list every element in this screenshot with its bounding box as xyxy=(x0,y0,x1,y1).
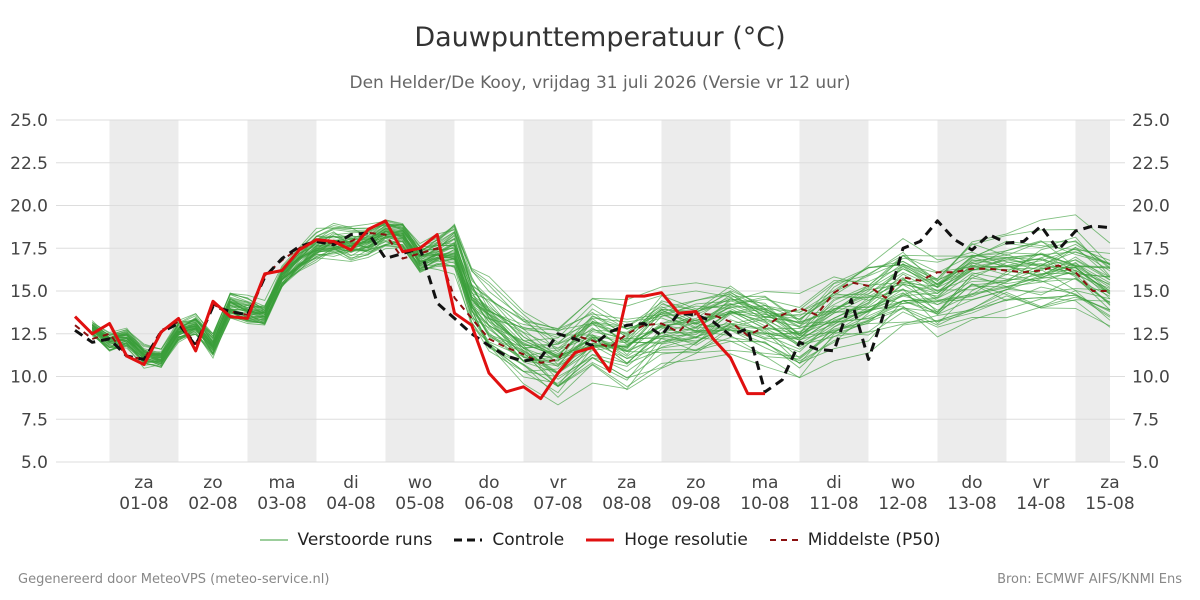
footer-generated-by: Gegenereerd door MeteoVPS (meteo-service… xyxy=(18,572,330,587)
x-tick-date: 02-08 xyxy=(188,494,237,514)
x-tick-date: 03-08 xyxy=(257,494,306,514)
x-tick-date: 11-08 xyxy=(809,494,858,514)
y-tick-label-left: 15.0 xyxy=(10,282,48,302)
ensemble-run-line xyxy=(91,236,1111,367)
x-tick-date: 06-08 xyxy=(464,494,513,514)
x-tick-day: ma xyxy=(268,473,295,493)
ensemble-run-line xyxy=(91,223,1111,356)
x-tick-date: 08-08 xyxy=(602,494,651,514)
chart-title: Dauwpunttemperatuur (°C) xyxy=(414,22,786,53)
x-tick-date: 04-08 xyxy=(326,494,375,514)
y-tick-label-left: 7.5 xyxy=(21,410,48,430)
legend-item-perturbed: Verstoorde runs xyxy=(259,530,433,550)
y-tick-label-left: 17.5 xyxy=(10,239,48,259)
x-tick-day: wo xyxy=(408,473,432,493)
y-tick-label-left: 22.5 xyxy=(10,154,48,174)
legend-label-control: Controle xyxy=(492,530,565,550)
chart-subtitle: Den Helder/De Kooy, vrijdag 31 juli 2026… xyxy=(349,73,851,93)
x-tick-day: di xyxy=(826,473,842,493)
x-tick-date: 10-08 xyxy=(740,494,789,514)
ensemble-run-line xyxy=(91,237,1111,406)
y-tick-label-right: 12.5 xyxy=(1132,325,1170,345)
x-tick-date: 01-08 xyxy=(119,494,168,514)
y-tick-label-right: 10.0 xyxy=(1132,368,1170,388)
x-tick-date: 12-08 xyxy=(878,494,927,514)
legend-swatch-perturbed xyxy=(259,539,288,541)
ensemble-run-line xyxy=(91,240,1111,388)
footer-source: Bron: ECMWF AIFS/KNMI Ens xyxy=(997,572,1182,587)
legend-swatch-median xyxy=(769,539,798,541)
x-tick-day: do xyxy=(478,473,499,493)
ensemble-run-line xyxy=(91,237,1111,387)
x-tick-day: zo xyxy=(686,473,705,493)
control-line xyxy=(74,219,1111,394)
legend-item-control: Controle xyxy=(454,530,564,550)
y-tick-label-left: 12.5 xyxy=(10,325,48,345)
main-lines xyxy=(73,219,1111,401)
y-tick-label-right: 22.5 xyxy=(1132,154,1170,174)
x-tick-date: 14-08 xyxy=(1016,494,1065,514)
legend-label-median: Middelste (P50) xyxy=(807,530,941,550)
y-tick-label-right: 7.5 xyxy=(1132,410,1159,430)
legend-swatch-control xyxy=(454,538,483,542)
legend-label-perturbed: Verstoorde runs xyxy=(297,530,433,550)
y-tick-label-right: 15.0 xyxy=(1132,282,1170,302)
x-tick-date: 05-08 xyxy=(395,494,444,514)
x-tick-day: vr xyxy=(1032,473,1049,493)
x-axis: za01-08zo02-08ma03-08di04-08wo05-08do06-… xyxy=(119,473,1134,514)
y-tick-label-right: 25.0 xyxy=(1132,111,1170,131)
legend: Verstoorde runs Controle Hoge resolutie … xyxy=(0,530,1200,550)
x-tick-date: 15-08 xyxy=(1085,494,1134,514)
hires-line xyxy=(73,219,765,401)
legend-label-hires: Hoge resolutie xyxy=(624,530,748,550)
ensemble-run-line xyxy=(91,222,1111,360)
x-tick-day: vr xyxy=(549,473,566,493)
ensemble-run-line xyxy=(91,230,1111,361)
y-tick-label-left: 10.0 xyxy=(10,368,48,388)
x-tick-day: ma xyxy=(751,473,778,493)
y-tick-label-right: 5.0 xyxy=(1132,453,1159,473)
y-axis-right: 5.0 7.5 10.0 12.5 15.0 17.5 20.0 22.5 25.0 xyxy=(1132,111,1170,473)
x-tick-date: 07-08 xyxy=(533,494,582,514)
y-tick-label-right: 17.5 xyxy=(1132,239,1170,259)
y-tick-label-left: 5.0 xyxy=(21,453,48,473)
x-tick-day: wo xyxy=(891,473,915,493)
x-tick-day: di xyxy=(343,473,359,493)
x-tick-day: do xyxy=(961,473,982,493)
ensemble-run-line xyxy=(91,237,1111,365)
x-tick-date: 09-08 xyxy=(671,494,720,514)
x-tick-day: za xyxy=(134,473,153,493)
legend-swatch-hires xyxy=(586,538,615,542)
x-tick-date: 13-08 xyxy=(947,494,996,514)
ensemble-run-line xyxy=(91,241,1111,387)
ensemble-run-line xyxy=(91,223,1111,354)
y-axis-left: 5.0 7.5 10.0 12.5 15.0 17.5 20.0 22.5 25.0 xyxy=(10,111,48,473)
y-tick-label-left: 20.0 xyxy=(10,197,48,217)
x-tick-day: za xyxy=(1100,473,1119,493)
legend-item-hires: Hoge resolutie xyxy=(586,530,748,550)
x-tick-day: zo xyxy=(203,473,222,493)
y-tick-label-left: 25.0 xyxy=(10,111,48,131)
y-tick-label-right: 20.0 xyxy=(1132,197,1170,217)
x-tick-day: za xyxy=(617,473,636,493)
legend-item-median: Middelste (P50) xyxy=(769,530,941,550)
